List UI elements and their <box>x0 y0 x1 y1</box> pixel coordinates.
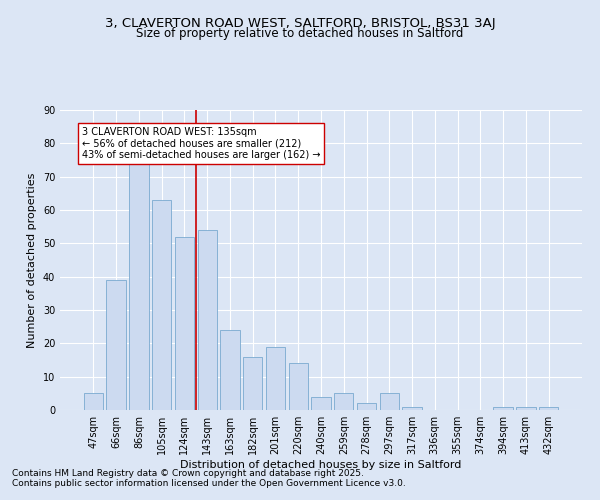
Bar <box>175 236 194 410</box>
Text: Size of property relative to detached houses in Saltford: Size of property relative to detached ho… <box>136 28 464 40</box>
Bar <box>403 406 422 410</box>
Bar <box>129 164 149 410</box>
Bar <box>334 394 353 410</box>
Bar <box>289 364 308 410</box>
Text: 3 CLAVERTON ROAD WEST: 135sqm
← 56% of detached houses are smaller (212)
43% of : 3 CLAVERTON ROAD WEST: 135sqm ← 56% of d… <box>82 126 320 160</box>
Bar <box>357 404 376 410</box>
X-axis label: Distribution of detached houses by size in Saltford: Distribution of detached houses by size … <box>181 460 461 470</box>
Y-axis label: Number of detached properties: Number of detached properties <box>27 172 37 348</box>
Bar <box>152 200 172 410</box>
Bar <box>197 230 217 410</box>
Bar <box>266 346 285 410</box>
Bar <box>380 394 399 410</box>
Bar <box>84 394 103 410</box>
Bar <box>516 406 536 410</box>
Text: Contains HM Land Registry data © Crown copyright and database right 2025.: Contains HM Land Registry data © Crown c… <box>12 468 364 477</box>
Bar <box>539 406 558 410</box>
Bar <box>493 406 513 410</box>
Bar <box>311 396 331 410</box>
Text: 3, CLAVERTON ROAD WEST, SALTFORD, BRISTOL, BS31 3AJ: 3, CLAVERTON ROAD WEST, SALTFORD, BRISTO… <box>104 18 496 30</box>
Bar <box>220 330 239 410</box>
Text: Contains public sector information licensed under the Open Government Licence v3: Contains public sector information licen… <box>12 478 406 488</box>
Bar <box>243 356 262 410</box>
Bar <box>106 280 126 410</box>
